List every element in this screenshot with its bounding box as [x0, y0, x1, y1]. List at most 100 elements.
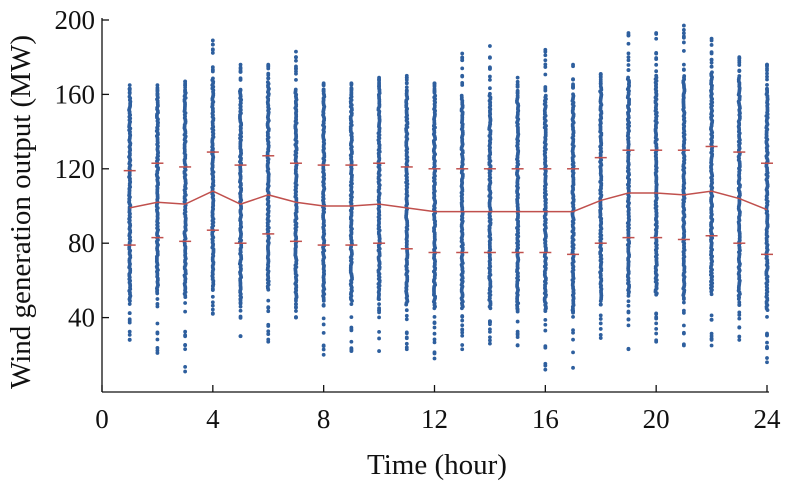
data-point — [681, 330, 686, 335]
data-point — [515, 79, 520, 84]
data-point — [681, 323, 686, 328]
data-point — [571, 350, 575, 355]
data-point — [210, 47, 215, 52]
data-point — [183, 347, 188, 352]
data-point — [210, 284, 215, 288]
data-point — [681, 35, 686, 40]
data-point — [404, 331, 409, 336]
data-point — [654, 31, 659, 35]
data-point — [626, 41, 631, 46]
data-point — [460, 51, 465, 56]
x-tick-label: 0 — [95, 404, 109, 434]
data-point — [765, 74, 769, 79]
x-tick-label: 24 — [754, 404, 782, 434]
data-point — [183, 364, 188, 369]
data-point — [598, 321, 603, 326]
y-axis-label: Wind generation output (MW) — [5, 35, 37, 389]
data-point — [404, 341, 409, 346]
data-point — [183, 329, 188, 334]
data-point — [488, 44, 492, 48]
data-point — [127, 338, 132, 342]
data-point — [571, 85, 575, 90]
data-point — [681, 27, 686, 32]
data-point — [654, 51, 659, 56]
data-point — [737, 334, 742, 339]
x-axis-label: Time (hour) — [367, 449, 507, 481]
y-tick-label: 80 — [68, 228, 95, 258]
mean-line-layer — [129, 190, 768, 213]
data-point — [654, 57, 659, 62]
data-point — [155, 88, 160, 93]
data-point — [515, 319, 520, 324]
data-point — [183, 369, 188, 374]
data-point — [321, 344, 326, 348]
data-point — [127, 311, 132, 316]
data-point — [737, 313, 742, 317]
data-point — [543, 367, 548, 372]
data-point — [460, 343, 465, 347]
data-point — [709, 313, 714, 318]
data-point — [266, 309, 271, 314]
data-point — [183, 90, 188, 95]
data-point — [238, 76, 243, 81]
data-point — [349, 325, 354, 330]
data-point — [349, 81, 354, 86]
data-point — [681, 311, 686, 315]
data-point — [654, 312, 659, 316]
data-point — [127, 83, 132, 87]
hour-column-16 — [542, 47, 548, 372]
data-point — [404, 85, 409, 90]
data-point — [626, 299, 631, 304]
data-point — [155, 83, 160, 87]
hour-column-14 — [487, 44, 493, 346]
data-point — [626, 63, 631, 67]
data-point — [598, 299, 603, 303]
data-point — [460, 314, 465, 319]
data-point — [681, 31, 686, 36]
data-point — [433, 93, 438, 98]
x-tick-label: 12 — [421, 404, 448, 434]
data-point — [488, 329, 492, 334]
hour-column-22 — [708, 36, 715, 348]
data-point — [432, 331, 437, 336]
data-point — [404, 313, 409, 318]
data-point — [377, 329, 381, 334]
data-point — [460, 56, 465, 60]
data-point — [543, 62, 548, 67]
data-point — [710, 70, 714, 75]
data-point — [488, 55, 492, 60]
data-point — [488, 319, 492, 324]
data-point — [654, 36, 659, 41]
data-point — [377, 349, 381, 353]
hour-column-1 — [127, 83, 133, 342]
hour-column-10 — [376, 75, 382, 353]
data-point — [543, 317, 548, 322]
data-point — [681, 49, 686, 53]
data-point — [183, 342, 188, 347]
data-point — [681, 40, 686, 45]
hour-column-19 — [625, 31, 632, 352]
data-point — [211, 76, 215, 81]
data-point — [404, 335, 409, 340]
data-point — [571, 337, 575, 342]
data-point — [377, 86, 381, 91]
data-point — [183, 83, 188, 88]
data-point — [349, 349, 354, 353]
data-point — [460, 330, 465, 335]
data-point — [681, 62, 686, 67]
data-point — [294, 297, 298, 301]
data-point — [543, 322, 548, 327]
data-point — [155, 297, 160, 301]
data-point — [294, 71, 298, 76]
data-point — [654, 316, 659, 321]
data-point — [404, 347, 409, 352]
data-point — [765, 345, 769, 349]
data-point — [543, 345, 548, 350]
data-point — [265, 80, 270, 85]
data-point — [294, 49, 298, 54]
data-point — [377, 306, 381, 311]
data-point — [432, 81, 437, 86]
hour-column-7 — [293, 49, 299, 320]
data-point — [183, 301, 188, 305]
data-point — [488, 341, 492, 346]
